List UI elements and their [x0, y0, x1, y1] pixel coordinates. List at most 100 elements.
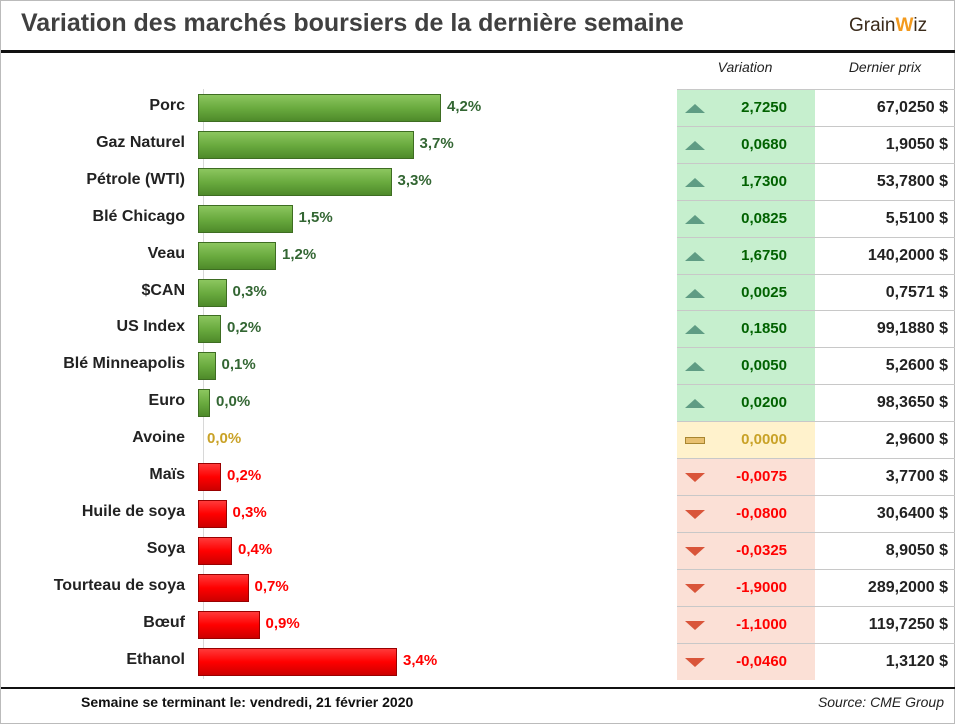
chart-row: Huile de soya 0,3% -0,0800 30,6400 $ [1, 494, 955, 532]
variation-cell: -0,0460 [677, 642, 815, 680]
variation-value: -1,9000 [736, 578, 787, 596]
variation-cell: 0,0000 [677, 421, 815, 459]
variation-cell: 2,7250 [677, 89, 815, 126]
bar-value-label: 0,9% [265, 614, 300, 632]
arrow-up-icon [685, 104, 705, 113]
bar-value-label: 4,2% [447, 98, 482, 115]
bar-value-label: 3,7% [419, 134, 454, 152]
bar-value-label: 0,2% [227, 467, 262, 484]
arrow-down-icon [685, 546, 705, 556]
chart-row: Pétrole (WTI) 3,3% 1,7300 53,7800 $ [1, 162, 955, 200]
flat-dash-icon [685, 437, 705, 445]
bar-value-label: 3,4% [403, 651, 438, 669]
category-label: Gaz Naturel [96, 133, 185, 151]
variation-value: 0,0200 [741, 394, 787, 412]
chart-row: Blé Minneapolis 0,1% 0,0050 5,2600 $ [1, 347, 955, 385]
divider [1, 50, 955, 53]
arrow-down-icon [685, 509, 705, 519]
variation-cell: -1,9000 [677, 568, 815, 606]
category-label: Pétrole (WTI) [86, 170, 185, 188]
bar-up [198, 204, 293, 233]
chart-row: Blé Chicago 1,5% 0,0825 5,5100 $ [1, 199, 955, 237]
chart-row: Avoine 0,0% 0,0000 2,9600 $ [1, 421, 955, 459]
price-cell: 30,6400 $ [815, 494, 955, 532]
variation-value: 0,0825 [741, 209, 787, 227]
price-cell: 99,1880 $ [815, 310, 955, 347]
bar-up [198, 94, 441, 122]
bar-down [198, 499, 227, 528]
category-label: Maïs [149, 466, 185, 483]
price-cell: 5,5100 $ [815, 199, 955, 237]
variation-cell: -0,0800 [677, 494, 815, 532]
category-label: Euro [148, 392, 185, 410]
variation-value: -0,0075 [736, 468, 787, 485]
bar-value-label: 1,5% [298, 208, 333, 226]
arrow-down-icon [685, 620, 705, 630]
zero-axis-line [203, 89, 204, 679]
arrow-up-icon [685, 214, 705, 224]
chart-row: Veau 1,2% 1,6750 140,2000 $ [1, 236, 955, 274]
page-title: Variation des marchés boursiers de la de… [21, 9, 684, 37]
chart-row: Maïs 0,2% -0,0075 3,7700 $ [1, 458, 955, 495]
chart-row: Porc 4,2% 2,7250 67,0250 $ [1, 89, 955, 126]
category-label: Ethanol [126, 650, 185, 668]
grainwiz-logo: GrainWiz [849, 15, 928, 36]
category-label: Blé Chicago [92, 207, 185, 225]
price-cell: 3,7700 $ [815, 458, 955, 495]
variation-value: 0,1850 [741, 320, 787, 338]
source-label: Source: CME Group [817, 694, 944, 710]
bar-up [198, 167, 392, 196]
price-cell: 119,7250 $ [815, 605, 955, 643]
variation-cell: 1,7300 [677, 162, 815, 200]
divider [1, 687, 955, 689]
category-label: Bœuf [143, 613, 185, 631]
price-cell: 0,7571 $ [815, 273, 955, 311]
bar-down [198, 463, 221, 491]
arrow-up-icon [685, 362, 705, 372]
chart-row: $CAN 0,3% 0,0025 0,7571 $ [1, 273, 955, 311]
price-cell: 8,9050 $ [815, 531, 955, 569]
price-cell: 289,2000 $ [815, 568, 955, 606]
bar-value-label: 0,0% [216, 393, 251, 411]
bar-up [198, 130, 414, 159]
price-cell: 53,7800 $ [815, 162, 955, 200]
arrow-down-icon [685, 583, 705, 593]
column-header-variation: Variation [717, 59, 773, 75]
variation-value: 0,0050 [741, 357, 787, 375]
bar-down [198, 610, 260, 639]
category-label: US Index [116, 318, 185, 336]
bar-down [198, 647, 397, 676]
bar-value-label: 0,3% [232, 282, 267, 300]
variation-value: -1,1000 [736, 615, 787, 633]
price-cell: 140,2000 $ [815, 236, 955, 274]
chart-row: Bœuf 0,9% -1,1000 119,7250 $ [1, 605, 955, 643]
price-cell: 5,2600 $ [815, 347, 955, 384]
variation-value: 0,0000 [741, 431, 787, 449]
variation-cell: -0,0325 [677, 531, 815, 569]
bar-value-label: 1,2% [282, 245, 317, 263]
category-label: Blé Minneapolis [63, 355, 185, 373]
chart-row: Ethanol 3,4% -0,0460 1,3120 $ [1, 642, 955, 680]
price-cell: 2,9600 $ [815, 421, 955, 458]
chart-row: Gaz Naturel 3,7% 0,0680 1,9050 $ [1, 125, 955, 163]
bar-value-label: 0,1% [221, 356, 256, 374]
category-label: $CAN [141, 281, 185, 299]
price-cell: 1,3120 $ [815, 642, 955, 680]
bar-down [198, 573, 249, 602]
variation-cell: 0,1850 [677, 310, 815, 348]
bar-up [198, 352, 216, 381]
week-ending-label: Semaine se terminant le: vendredi, 21 fé… [81, 694, 414, 710]
bar-value-label: 0,3% [232, 503, 267, 521]
variation-value: 0,0025 [741, 283, 787, 301]
variation-value: 0,0680 [741, 135, 787, 153]
arrow-down-icon [685, 473, 705, 482]
price-cell: 67,0250 $ [815, 89, 955, 126]
chart-row: Tourteau de soya 0,7% -1,9000 289,2000 $ [1, 568, 955, 606]
chart-row: Euro 0,0% 0,0200 98,3650 $ [1, 384, 955, 422]
bar-up [198, 241, 276, 270]
variation-value: 1,7300 [741, 172, 787, 190]
variation-value: -0,0325 [736, 541, 787, 559]
variation-cell: 0,0025 [677, 273, 815, 311]
category-label: Huile de soya [81, 502, 185, 520]
bar-value-label: 0,4% [238, 540, 273, 558]
